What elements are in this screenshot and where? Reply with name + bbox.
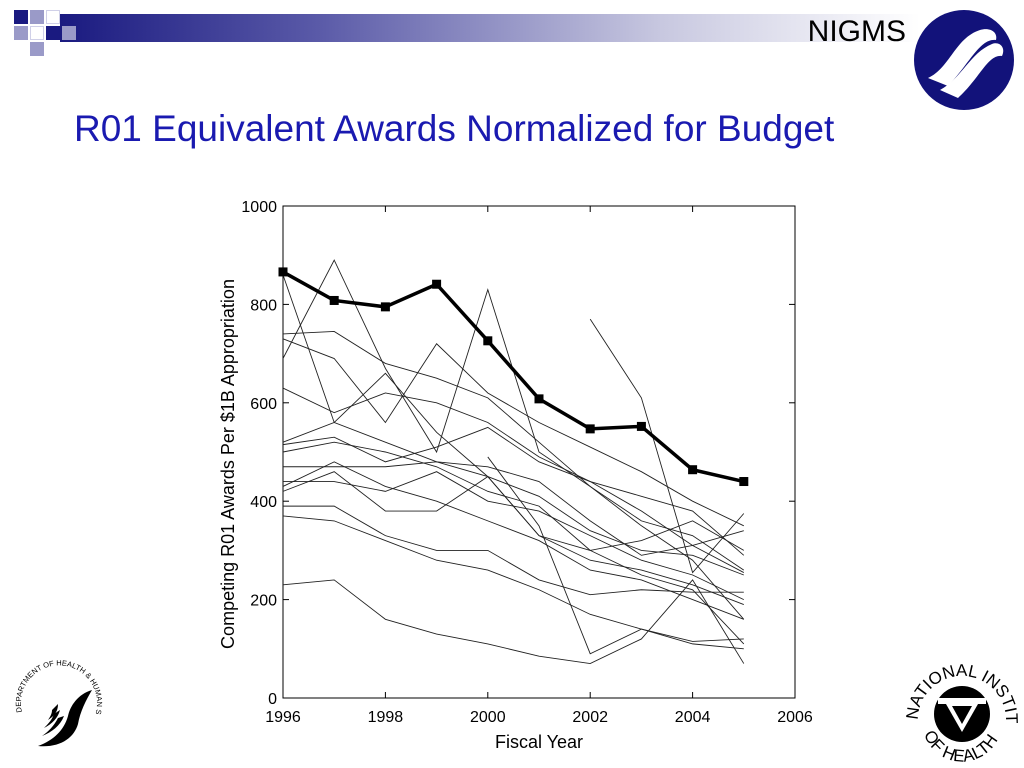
highlight-series-line — [282, 270, 745, 484]
banner-square — [46, 26, 60, 40]
banner-square — [30, 26, 44, 40]
banner-square — [14, 26, 28, 40]
x-tick-label: 1996 — [265, 709, 301, 726]
highlight-point — [739, 477, 749, 487]
series-line — [487, 456, 744, 655]
y-tick-label: 200 — [250, 593, 277, 610]
series-line — [282, 461, 744, 620]
highlight-point — [585, 424, 595, 434]
y-tick-label: 1000 — [241, 199, 277, 216]
series-line — [282, 579, 745, 665]
series-line — [282, 387, 745, 556]
series-line — [589, 318, 745, 574]
highlight-point — [636, 421, 646, 431]
series-line — [282, 259, 745, 571]
y-tick-label: 400 — [250, 494, 277, 511]
highlight-point — [278, 267, 288, 277]
series-line — [283, 461, 744, 556]
hhs-eagle-logo: DEPARTMENT OF HEALTH & HUMAN SERVICES·US… — [8, 660, 104, 747]
banner-square — [30, 10, 44, 24]
org-name: NIGMS — [807, 15, 906, 48]
series-line — [282, 441, 745, 551]
x-tick-label: 2002 — [572, 709, 608, 726]
highlight-point — [329, 295, 339, 305]
y-tick-label: 0 — [268, 691, 277, 708]
x-axis-label: Fiscal Year — [495, 732, 583, 752]
series-line — [282, 274, 745, 645]
y-tick-label: 600 — [250, 396, 277, 413]
y-tick-label: 800 — [250, 297, 277, 314]
x-tick-label: 2006 — [777, 709, 813, 726]
highlight-point — [380, 302, 390, 312]
slide-title: R01 Equivalent Awards Normalized for Bud… — [74, 108, 835, 149]
banner-square — [46, 10, 60, 24]
banner-square — [62, 26, 76, 40]
series-line — [282, 338, 744, 527]
x-tick-label: 1998 — [368, 709, 404, 726]
x-tick-label: 2004 — [675, 709, 711, 726]
banner-square — [14, 10, 28, 24]
nigms-logo — [914, 10, 1014, 110]
series-line — [282, 421, 744, 576]
series-line — [282, 515, 744, 642]
series-line — [282, 331, 745, 620]
highlight-point — [534, 394, 544, 404]
x-tick-label: 2000 — [470, 709, 506, 726]
highlight-point — [432, 279, 442, 289]
series-line — [283, 505, 744, 596]
banner-square — [30, 42, 44, 56]
header-banner — [60, 14, 920, 42]
highlight-point — [688, 465, 698, 475]
highlight-point — [483, 336, 493, 346]
nih-logo: NATIONAL INSTITUTES OF HEALTH — [904, 650, 1020, 764]
y-axis-label: Competing R01 Awards Per $1B Appropriati… — [218, 279, 238, 649]
series-line — [282, 426, 745, 573]
series-line — [282, 471, 744, 605]
